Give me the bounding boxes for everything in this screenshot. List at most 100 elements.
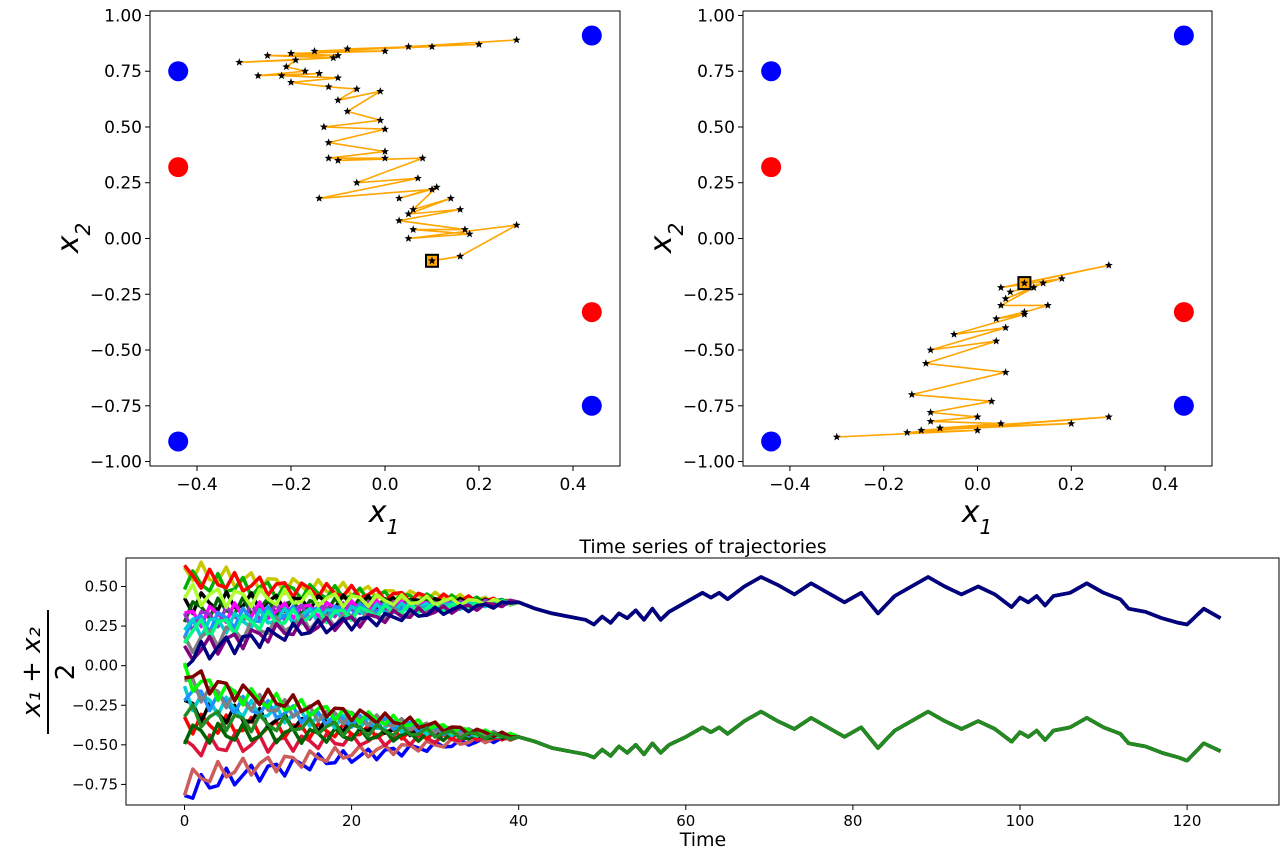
lower-series-line xyxy=(182,685,1222,763)
trajectory-point xyxy=(395,194,404,202)
panel-bottom: Time series of trajectories 0 20 40 60 80 100… xyxy=(17,536,1280,851)
trajectory-point xyxy=(291,55,300,64)
blue-point xyxy=(581,395,602,416)
trajectory-line xyxy=(836,264,1109,438)
trajectory-point xyxy=(1043,301,1052,309)
blue-point xyxy=(581,25,602,46)
trajectory-point xyxy=(334,96,342,104)
trajectory-point xyxy=(334,156,342,164)
panel-top-left: −0.4 −0.2 0.0 0.2 0.4 −1.00 −0.75 −0.50 −0.25 0.0… xyxy=(51,6,621,539)
trajectory-point xyxy=(329,53,338,62)
trajectory-point xyxy=(1029,283,1038,291)
upper-series-line xyxy=(183,575,1222,670)
y-tick-label: 1.00 xyxy=(697,6,735,26)
x-tick-label: 20 xyxy=(342,812,361,830)
trajectory-point xyxy=(1001,294,1010,303)
panel-top-right: −0.4 −0.2 0.0 0.2 0.4 −1.00 −0.75 −0.50 −0.25 0.0… xyxy=(644,6,1213,539)
x-tick-label: 0.0 xyxy=(964,475,991,495)
trajectory-point xyxy=(352,84,361,93)
trajectory-point xyxy=(287,49,295,57)
x-tick-label: −0.4 xyxy=(176,475,217,495)
y-tick-label: 1.00 xyxy=(104,6,142,26)
trajectory-point xyxy=(404,234,413,242)
trajectory-point xyxy=(287,78,295,86)
plot-frame-top-left xyxy=(149,10,621,467)
trajectory-point xyxy=(1020,278,1029,287)
y-tick-label: 0.75 xyxy=(104,62,142,82)
trajectory-point xyxy=(465,229,474,238)
trajectory-point xyxy=(428,185,436,193)
y-tick-label: 0.00 xyxy=(697,230,735,250)
blue-point xyxy=(168,431,189,452)
trajectory-point xyxy=(903,428,912,436)
trajectory-line xyxy=(239,39,517,262)
trajectory-point xyxy=(409,225,418,233)
y-tick-label: 0.25 xyxy=(85,617,118,635)
trajectory-point xyxy=(996,301,1005,309)
y-tick-label: 0.00 xyxy=(85,657,118,675)
y-tick-label: −0.25 xyxy=(72,696,118,714)
trajectory-point xyxy=(413,174,422,182)
y-tick-label: 0.75 xyxy=(697,62,735,82)
trajectory-point xyxy=(310,46,319,55)
blue-point xyxy=(761,431,782,452)
lower-series-line xyxy=(182,709,1222,796)
y-tick-label: −1.00 xyxy=(683,453,735,473)
trajectory-point xyxy=(921,359,930,367)
red-point xyxy=(168,157,189,178)
trajectory-point xyxy=(950,330,959,338)
x-tick-label: −0.4 xyxy=(769,475,810,495)
trajectory-point xyxy=(381,46,389,55)
trajectory-point xyxy=(1039,278,1048,287)
trajectory-point xyxy=(1001,323,1010,332)
trajectory-point xyxy=(381,125,389,133)
trajectory-point xyxy=(926,345,935,354)
blue-point xyxy=(761,61,782,82)
trajectory-point xyxy=(1001,368,1010,376)
x-tick-label: −0.2 xyxy=(270,475,311,495)
y-tick-label: 0.50 xyxy=(697,118,735,138)
x-tick-label: 0.4 xyxy=(559,475,586,495)
x-tick-label: 40 xyxy=(509,812,528,830)
y-tick-label: −0.50 xyxy=(90,341,142,361)
trajectory-point xyxy=(926,417,935,425)
trajectory-point xyxy=(460,225,469,233)
trajectory-point xyxy=(254,71,263,80)
trajectory-point xyxy=(376,116,385,124)
trajectory-point xyxy=(832,432,841,441)
blue-point xyxy=(1173,395,1194,416)
x-tick-label: 100 xyxy=(1006,812,1035,830)
lower-series-line xyxy=(183,703,1222,763)
y-tick-label: −1.00 xyxy=(90,453,142,473)
y-tick-label: 0.00 xyxy=(104,230,142,250)
y-axis-label-bottom: x₁ + x₂ 2 xyxy=(17,610,81,734)
trajectory-point xyxy=(987,397,996,405)
trajectory-point xyxy=(428,42,436,51)
trajectory-point xyxy=(446,194,455,202)
trajectory-point xyxy=(992,336,1001,345)
trajectory-point xyxy=(343,44,352,53)
trajectory-point xyxy=(1057,274,1066,283)
trajectory-point xyxy=(395,216,404,225)
x-tick-label: −0.2 xyxy=(863,475,904,495)
trajectory-point xyxy=(324,154,333,162)
y-tick-label: 0.25 xyxy=(104,174,142,194)
y-tick-label: −0.25 xyxy=(683,285,735,305)
y-tick-label: −0.50 xyxy=(72,736,118,754)
red-point xyxy=(1173,302,1194,323)
y-tick-label: −0.75 xyxy=(90,397,142,417)
trajectory-point xyxy=(432,183,441,191)
red-point xyxy=(581,302,602,323)
trajectory-point xyxy=(352,178,361,187)
y-axis-label-denominator: 2 xyxy=(51,664,81,681)
trajectory-point xyxy=(404,209,413,218)
trajectory-point xyxy=(263,51,272,60)
trajectory-point xyxy=(456,205,465,213)
x-tick-label: 0.2 xyxy=(1058,475,1085,495)
trajectory-point xyxy=(1104,261,1113,269)
x-axis-label-bottom: Time xyxy=(679,829,727,851)
trajectory-point xyxy=(324,82,333,91)
trajectory-point xyxy=(992,314,1001,323)
y-tick-label: 0.25 xyxy=(697,174,735,194)
blue-point xyxy=(168,61,189,82)
